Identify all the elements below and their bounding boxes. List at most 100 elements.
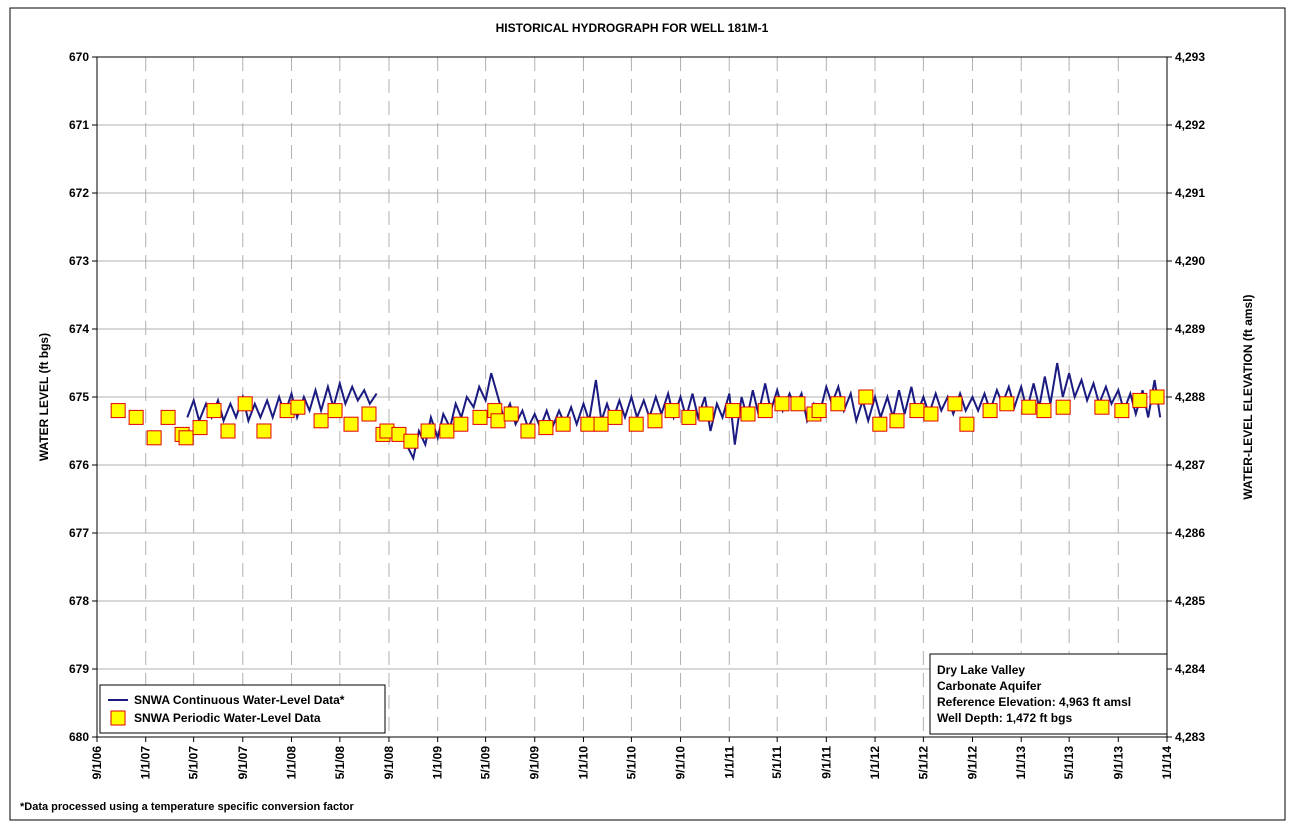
y-tick-label: 679 xyxy=(69,662,89,676)
footnote: *Data processed using a temperature spec… xyxy=(20,801,355,813)
periodic-point xyxy=(290,399,306,415)
periodic-point xyxy=(607,409,623,425)
periodic-point xyxy=(947,396,963,412)
periodic-point xyxy=(811,403,827,419)
periodic-point xyxy=(858,389,874,405)
periodic-point xyxy=(774,396,790,412)
info-text: Well Depth: 1,472 ft bgs xyxy=(937,711,1072,725)
y2-tick-label: 4,292 xyxy=(1175,118,1205,132)
periodic-point xyxy=(982,403,998,419)
y2-tick-label: 4,287 xyxy=(1175,458,1205,472)
periodic-point xyxy=(206,403,222,419)
periodic-point xyxy=(313,413,329,429)
x-tick-label: 5/1/08 xyxy=(333,746,347,780)
legend-square xyxy=(110,710,126,726)
periodic-point xyxy=(361,406,377,422)
periodic-point xyxy=(128,409,144,425)
x-tick-label: 9/1/07 xyxy=(236,746,250,780)
periodic-point xyxy=(1094,399,1110,415)
x-tick-label: 1/1/10 xyxy=(576,746,590,780)
legend-box xyxy=(99,684,386,734)
x-tick-label: 9/1/09 xyxy=(528,746,542,780)
periodic-point xyxy=(872,416,888,432)
periodic-point xyxy=(178,430,194,446)
periodic-point xyxy=(1036,403,1052,419)
periodic-point xyxy=(327,403,343,419)
periodic-point xyxy=(830,396,846,412)
x-tick-label: 9/1/08 xyxy=(382,746,396,780)
periodic-point xyxy=(439,423,455,439)
periodic-point xyxy=(681,409,697,425)
periodic-point xyxy=(909,403,925,419)
y2-axis-label: WATER-LEVEL ELEVATION (ft amsl) xyxy=(1241,294,1255,499)
periodic-point xyxy=(889,413,905,429)
periodic-point xyxy=(959,416,975,432)
x-tick-label: 1/1/09 xyxy=(431,746,445,780)
y-axis-label: WATER LEVEL (ft bgs) xyxy=(37,333,51,461)
x-tick-label: 1/1/14 xyxy=(1160,746,1174,780)
periodic-point xyxy=(555,416,571,432)
x-tick-label: 1/1/11 xyxy=(722,746,736,779)
y-tick-label: 676 xyxy=(69,458,89,472)
periodic-point xyxy=(725,403,741,419)
periodic-point xyxy=(1021,399,1037,415)
periodic-point xyxy=(538,420,554,436)
periodic-point xyxy=(420,423,436,439)
y-tick-label: 680 xyxy=(69,730,89,744)
periodic-point xyxy=(146,430,162,446)
x-tick-label: 9/1/06 xyxy=(90,746,104,780)
info-text: Dry Lake Valley xyxy=(937,663,1025,677)
periodic-point xyxy=(503,406,519,422)
periodic-point xyxy=(923,406,939,422)
y-tick-label: 677 xyxy=(69,526,89,540)
y-tick-label: 670 xyxy=(69,50,89,64)
periodic-point xyxy=(580,416,596,432)
info-text: Reference Elevation: 4,963 ft amsl xyxy=(937,695,1131,709)
info-box xyxy=(929,653,1168,735)
plot-area xyxy=(96,56,1168,738)
periodic-point xyxy=(628,416,644,432)
y2-tick-label: 4,293 xyxy=(1175,50,1205,64)
y2-tick-label: 4,290 xyxy=(1175,254,1205,268)
x-tick-label: 9/1/11 xyxy=(819,746,833,779)
y2-tick-label: 4,289 xyxy=(1175,322,1205,336)
periodic-point xyxy=(343,416,359,432)
periodic-point xyxy=(256,423,272,439)
info-text: Carbonate Aquifer xyxy=(937,679,1042,693)
legend-label: SNWA Periodic Water-Level Data xyxy=(134,711,321,725)
x-tick-label: 9/1/13 xyxy=(1111,746,1125,780)
x-tick-label: 5/1/12 xyxy=(916,746,930,780)
y2-tick-label: 4,291 xyxy=(1175,186,1205,200)
periodic-point xyxy=(757,403,773,419)
periodic-point xyxy=(1055,399,1071,415)
periodic-point xyxy=(160,409,176,425)
x-tick-label: 5/1/13 xyxy=(1062,746,1076,780)
periodic-point xyxy=(403,433,419,449)
y-tick-label: 675 xyxy=(69,390,89,404)
y-tick-label: 678 xyxy=(69,594,89,608)
periodic-point xyxy=(192,420,208,436)
periodic-point xyxy=(220,423,236,439)
periodic-point xyxy=(999,396,1015,412)
periodic-point xyxy=(472,409,488,425)
x-tick-label: 5/1/09 xyxy=(479,746,493,780)
periodic-point xyxy=(237,396,253,412)
periodic-point xyxy=(1149,389,1165,405)
periodic-point xyxy=(593,416,609,432)
y2-tick-label: 4,284 xyxy=(1175,662,1205,676)
x-tick-label: 1/1/07 xyxy=(139,746,153,780)
x-tick-label: 5/1/11 xyxy=(770,746,784,779)
y-tick-label: 674 xyxy=(69,322,89,336)
periodic-point xyxy=(520,423,536,439)
periodic-point xyxy=(1132,392,1148,408)
x-tick-label: 1/1/12 xyxy=(868,746,882,780)
periodic-point xyxy=(740,406,756,422)
y-tick-label: 672 xyxy=(69,186,89,200)
y2-tick-label: 4,288 xyxy=(1175,390,1205,404)
x-tick-label: 9/1/12 xyxy=(965,746,979,780)
x-tick-label: 9/1/10 xyxy=(674,746,688,780)
x-tick-label: 5/1/10 xyxy=(624,746,638,780)
periodic-point xyxy=(647,413,663,429)
